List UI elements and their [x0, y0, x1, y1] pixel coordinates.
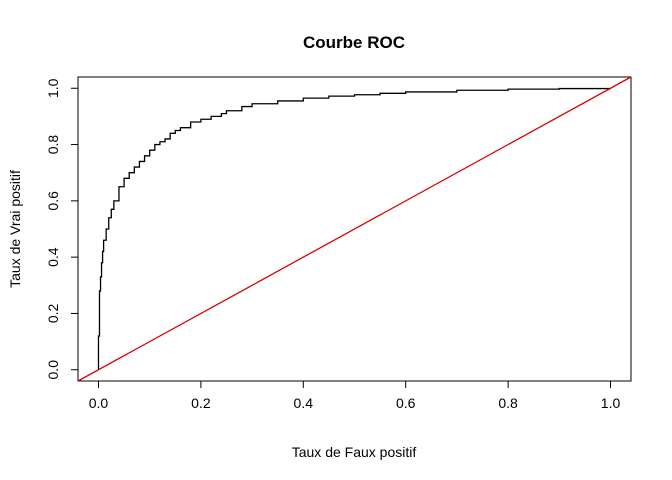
- diagonal-reference-line: [77, 76, 632, 382]
- x-tick-label: 0.8: [498, 395, 518, 411]
- x-axis-label: Taux de Faux positif: [292, 444, 417, 460]
- series-layer: [77, 76, 632, 382]
- x-axis: 0.0 0.2 0.4 0.6 0.8 1.0: [89, 380, 621, 411]
- roc-curve-line: [97, 87, 612, 370]
- y-tick-label: 0.4: [45, 247, 61, 267]
- y-tick-label: 0.6: [45, 191, 61, 211]
- x-tick-label: 0.2: [191, 395, 211, 411]
- y-axis: 0.0 0.2 0.4 0.6 0.8 1.0: [45, 78, 79, 380]
- x-tick-label: 0.6: [396, 395, 416, 411]
- chart-title: Courbe ROC: [303, 33, 405, 52]
- y-tick-label: 0.0: [45, 360, 61, 380]
- y-axis-label: Taux de Vrai positif: [7, 170, 23, 288]
- y-tick-label: 0.2: [45, 304, 61, 324]
- x-tick-label: 0.0: [89, 395, 109, 411]
- x-tick-label: 0.4: [294, 395, 314, 411]
- x-tick-label: 1.0: [601, 395, 621, 411]
- y-tick-label: 0.8: [45, 135, 61, 155]
- y-tick-label: 1.0: [45, 78, 61, 98]
